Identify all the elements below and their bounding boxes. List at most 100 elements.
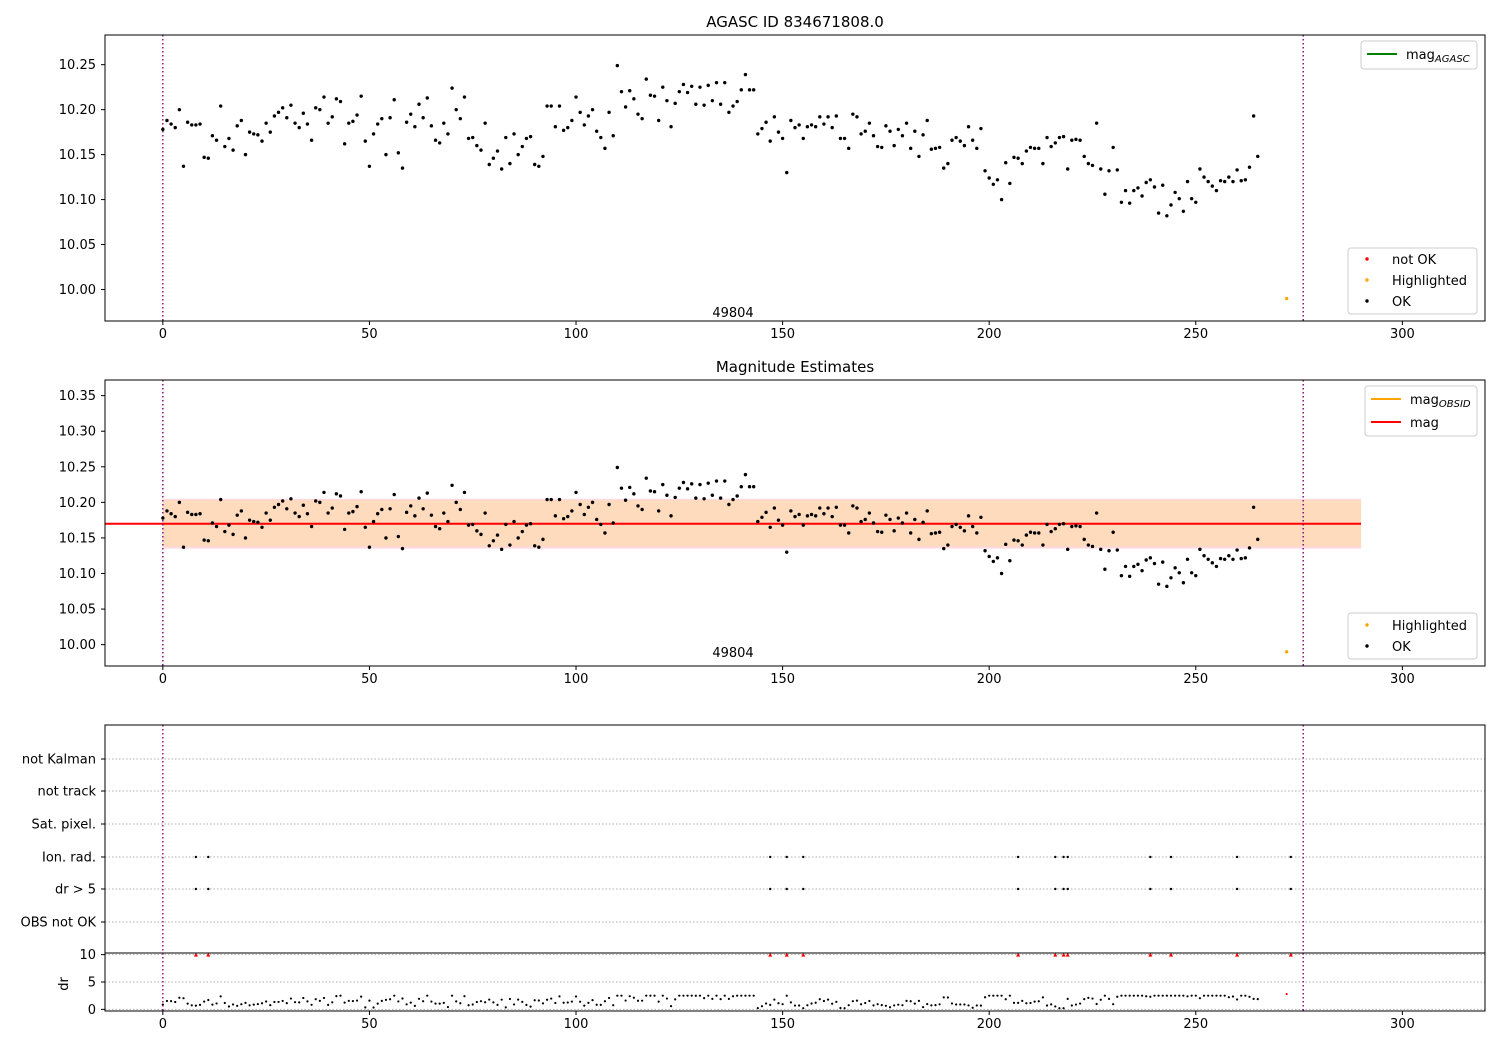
flag-point-ion-rad [1066, 855, 1069, 859]
y-tick-label: 10.35 [59, 389, 96, 404]
ok-point [739, 88, 743, 92]
ok-point [1099, 167, 1103, 171]
ok-point [995, 178, 1000, 182]
dr-point [1050, 1003, 1053, 1006]
ok-point [458, 507, 463, 512]
ok-point [756, 519, 760, 524]
ok-point [223, 529, 227, 534]
ok-point [574, 95, 578, 99]
ok-point [793, 514, 797, 519]
dr-point [322, 996, 326, 1000]
dr-point [178, 996, 181, 999]
ok-point [566, 125, 570, 130]
ok-point [545, 497, 549, 502]
ok-point [896, 516, 900, 520]
ok-point [619, 486, 624, 490]
ok-point [1202, 554, 1206, 558]
ok-point [173, 125, 177, 130]
ok-point [194, 512, 198, 517]
ok-point [1028, 530, 1033, 534]
dr-point [1207, 994, 1210, 997]
ok-point [177, 107, 182, 112]
ok-point [297, 514, 301, 519]
dr-point [620, 994, 623, 997]
ok-point [1020, 161, 1024, 166]
dr-point [979, 1004, 983, 1007]
ok-point [859, 519, 863, 524]
ok-point [760, 515, 764, 520]
dr-point [273, 1000, 276, 1004]
ok-point [557, 497, 562, 502]
dr-point [744, 994, 747, 997]
ok-point [644, 476, 648, 480]
ok-point [888, 129, 892, 133]
ok-point [173, 514, 177, 519]
dr-point [872, 1004, 875, 1007]
ok-point [628, 485, 632, 490]
dr-point [318, 999, 321, 1002]
ok-point [305, 122, 310, 126]
ok-point [830, 125, 834, 130]
dr-point [455, 1000, 458, 1003]
ok-point [871, 521, 876, 525]
ok-point [656, 509, 661, 513]
ok-point [822, 512, 826, 516]
dr-point [769, 1003, 772, 1006]
ok-point [673, 101, 677, 106]
ok-point [1032, 531, 1037, 535]
ok-point [541, 537, 545, 542]
ok-point [425, 491, 429, 495]
ok-point [247, 130, 252, 134]
x-tick-label: 250 [1183, 327, 1208, 342]
ok-point [367, 164, 372, 169]
ok-point [586, 114, 591, 118]
dr-point [1149, 995, 1152, 998]
dr-point [430, 1000, 433, 1003]
ok-point [727, 110, 731, 115]
dr-point [335, 995, 338, 998]
dr-point [880, 1004, 883, 1007]
ok-point [731, 104, 735, 108]
ok-point [247, 518, 252, 522]
ok-point [809, 123, 814, 127]
chart-title: Magnitude Estimates [716, 358, 874, 376]
dr-point [545, 998, 549, 1001]
dr-point [525, 1003, 528, 1006]
ok-point [801, 523, 805, 527]
ok-point [342, 527, 347, 532]
ok-point [450, 483, 454, 487]
ok-point [797, 512, 801, 517]
dr-point [174, 1000, 177, 1004]
ok-point [958, 525, 962, 529]
dr-point [839, 1006, 842, 1010]
ok-point [280, 106, 285, 110]
ok-point [185, 510, 190, 515]
ok-point [818, 506, 822, 510]
ok-point [875, 144, 880, 149]
dr-point [1248, 995, 1251, 998]
dr-point [190, 1004, 193, 1007]
ok-point [772, 506, 777, 510]
flag-point-ion-rad [1054, 855, 1057, 859]
ok-point [206, 539, 210, 543]
ok-point [318, 500, 322, 505]
x-tick-label: 0 [159, 1017, 167, 1032]
dr-point [731, 995, 735, 998]
ok-point [260, 139, 264, 143]
dr-point [467, 1004, 470, 1007]
ok-point [210, 134, 215, 138]
ok-point [987, 176, 991, 180]
x-tick-label: 50 [361, 1017, 378, 1032]
chart-title: AGASC ID 834671808.0 [706, 13, 884, 31]
ok-point [491, 539, 496, 543]
ok-point [272, 505, 277, 510]
dr-point [888, 1006, 892, 1009]
dr-point [1091, 997, 1094, 1000]
dr-point [595, 1003, 598, 1006]
ok-point [471, 522, 475, 527]
ok-point [797, 123, 801, 127]
dr-point [909, 1000, 912, 1003]
ok-point [574, 490, 578, 495]
legend-subscript: OBSID [1439, 399, 1471, 410]
